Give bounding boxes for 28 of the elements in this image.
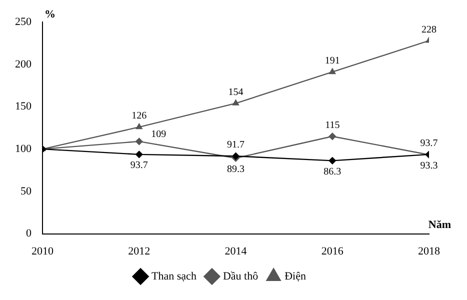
data-label: 93.3 xyxy=(420,160,438,172)
data-label: 154 xyxy=(228,86,244,98)
data-label: 86.3 xyxy=(324,166,342,178)
legend-label: Than sạch xyxy=(152,270,197,282)
legend-label: Dầu thô xyxy=(222,270,259,282)
data-label: 126 xyxy=(132,110,147,122)
data-label: 93.7 xyxy=(420,138,438,150)
y-tick-label: 0 xyxy=(26,228,32,240)
x-tick-label: 2012 xyxy=(128,245,150,258)
legend-label: Điện xyxy=(284,270,306,282)
data-label: 115 xyxy=(325,120,340,131)
data-label: 91.7 xyxy=(227,140,244,151)
y-axis-title: % xyxy=(44,8,56,20)
data-label: 228 xyxy=(422,24,436,36)
data-label: 191 xyxy=(324,56,340,67)
data-label: 93.7 xyxy=(130,160,148,172)
y-tick-label: 50 xyxy=(20,185,32,198)
x-tick-label: 2016 xyxy=(321,245,344,258)
y-tick-label: 150 xyxy=(15,100,32,113)
y-tick-label: 250 xyxy=(15,16,32,28)
y-tick-label: 200 xyxy=(15,58,32,70)
x-tick-label: 2018 xyxy=(418,245,440,258)
x-tick-label: 2010 xyxy=(32,245,54,258)
x-axis-title: Năm xyxy=(428,219,451,232)
x-tick-label: 2014 xyxy=(224,245,248,258)
y-tick-label: 100 xyxy=(15,142,32,155)
data-label: 109 xyxy=(151,129,166,140)
data-label: 89.3 xyxy=(227,164,244,175)
